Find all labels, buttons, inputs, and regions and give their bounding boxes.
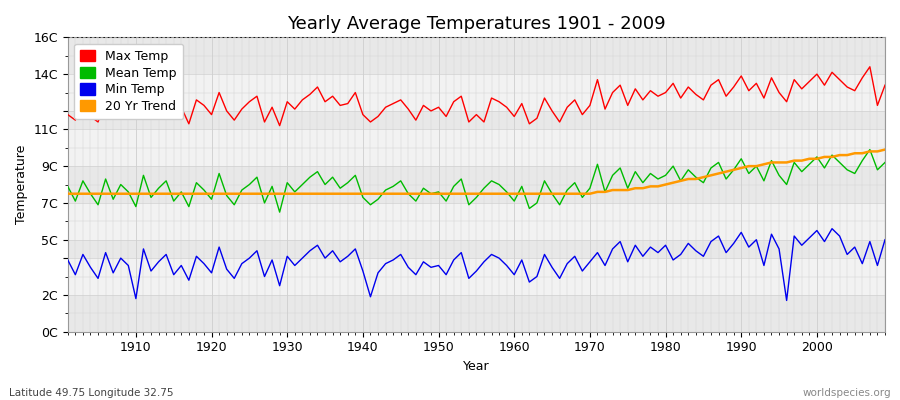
Bar bbox=[68, 203, 885, 240]
Bar bbox=[68, 295, 885, 332]
Bar bbox=[68, 258, 885, 295]
Bar bbox=[68, 240, 885, 258]
Bar bbox=[68, 37, 885, 74]
Bar bbox=[68, 111, 885, 129]
Title: Yearly Average Temperatures 1901 - 2009: Yearly Average Temperatures 1901 - 2009 bbox=[287, 15, 666, 33]
Text: worldspecies.org: worldspecies.org bbox=[803, 388, 891, 398]
Text: Latitude 49.75 Longitude 32.75: Latitude 49.75 Longitude 32.75 bbox=[9, 388, 174, 398]
Y-axis label: Temperature: Temperature bbox=[15, 145, 28, 224]
Legend: Max Temp, Mean Temp, Min Temp, 20 Yr Trend: Max Temp, Mean Temp, Min Temp, 20 Yr Tre… bbox=[74, 44, 183, 119]
Bar bbox=[68, 74, 885, 111]
Bar bbox=[68, 129, 885, 166]
X-axis label: Year: Year bbox=[464, 360, 490, 373]
Bar bbox=[68, 166, 885, 203]
